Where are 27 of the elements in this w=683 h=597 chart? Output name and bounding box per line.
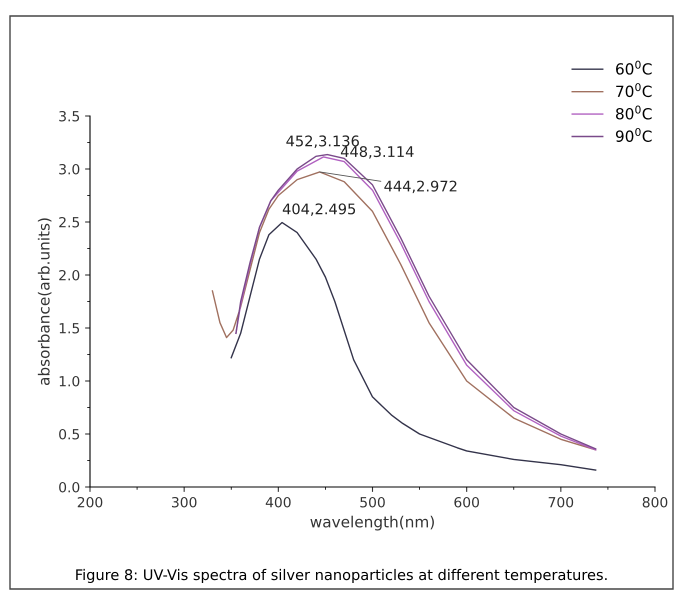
y-tick-label: 3.5 (59, 110, 80, 122)
x-tick-label: 600 (454, 496, 479, 508)
y-tick-label: 0.5 (59, 428, 80, 440)
y-axis-title: absorbance(arb.units) (38, 218, 52, 386)
y-tick-label: 2.5 (59, 216, 80, 228)
x-tick-label: 400 (266, 496, 291, 508)
annotation: 404,2.495 (282, 203, 356, 216)
y-tick-label: 2.0 (59, 270, 80, 280)
x-tick-label: 200 (78, 496, 102, 508)
y-tick-label: 0.0 (59, 482, 80, 492)
line-series (230, 222, 596, 471)
y-tick-label: 1.0 (60, 376, 80, 386)
x-tick-label: 800 (642, 496, 668, 508)
legend-label: 80$^{0}$C (616, 106, 652, 120)
legend-label: 60$^{0}$C (616, 60, 652, 75)
annotation: 448,3.114 (340, 146, 414, 159)
x-tick-label: 300 (172, 496, 196, 508)
x-tick-label: 500 (360, 496, 385, 508)
y-tick-label: 3.0 (59, 164, 80, 174)
legend-label: 70$^{0}$C (616, 83, 652, 98)
x-axis-title: wavelength(nm) (310, 516, 434, 531)
x-tick-label: 700 (548, 496, 574, 508)
annotation: 444,2.972 (384, 180, 456, 194)
legend-label: 90$^{0}$C (616, 128, 652, 142)
annotation: 452,3.136 (286, 135, 359, 148)
caption: Figure 8: UV-Vis spectra of silver nanoparticles at different temperatures. (76, 568, 607, 584)
y-tick-label: 1.5 (60, 323, 80, 334)
